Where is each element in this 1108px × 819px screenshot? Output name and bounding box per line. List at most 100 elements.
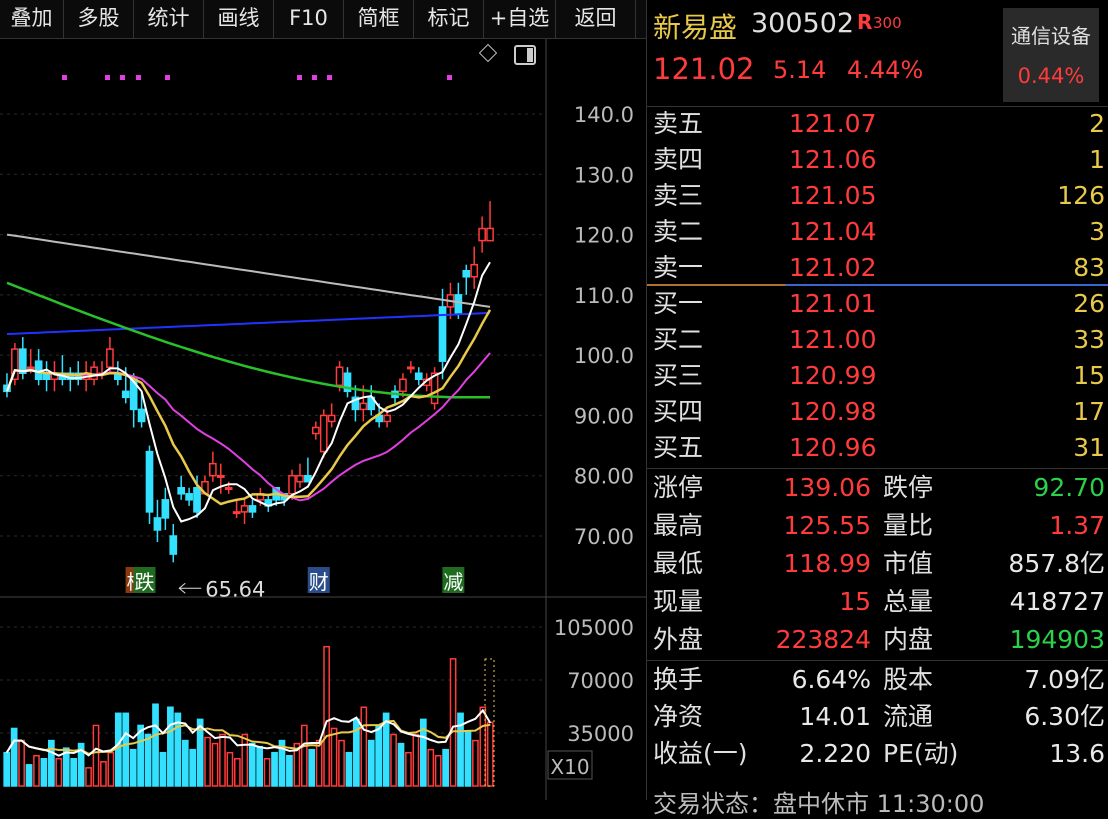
ask-row[interactable]: 卖五 121.07 2 xyxy=(647,106,1108,142)
volume-bar xyxy=(55,757,63,787)
candle-body xyxy=(216,474,225,478)
stat-value: 14.01 xyxy=(799,702,871,731)
volume-bar xyxy=(479,706,487,787)
low-marker-label: 65.64 xyxy=(205,577,265,601)
volume-bar xyxy=(263,757,271,787)
panel-toggle-icon-bar xyxy=(527,48,533,62)
bid-row[interactable]: 买三 120.99 15 xyxy=(647,358,1108,394)
candle-body xyxy=(288,474,296,495)
volume-bar xyxy=(204,736,211,787)
candle xyxy=(216,463,225,494)
stat-value: 1.37 xyxy=(1049,511,1105,540)
ask-row[interactable]: 卖三 121.05 126 xyxy=(647,178,1108,214)
toolbar-button-8[interactable]: 返回 xyxy=(556,0,636,38)
volume-bar xyxy=(40,757,48,787)
candle xyxy=(42,361,51,392)
candle-body xyxy=(430,372,439,405)
bid-row[interactable]: 买五 120.96 31 xyxy=(647,430,1108,466)
stat-label: 量比 xyxy=(883,511,934,540)
candle xyxy=(399,373,407,398)
level-price: 121.07 xyxy=(789,109,877,138)
volume-bar xyxy=(412,733,420,787)
toolbar-button-6[interactable]: 标记 xyxy=(414,0,484,38)
level-volume: 26 xyxy=(1073,289,1105,318)
level-price: 120.96 xyxy=(789,433,877,462)
stat-value: 418727 xyxy=(1009,587,1105,616)
candle xyxy=(319,409,328,458)
y-axis-label: 120.0 xyxy=(574,224,634,248)
volume-bar xyxy=(367,739,375,787)
stat-row: 收益(一) 2.220 PE(动) 13.6 xyxy=(647,736,1108,772)
signal-dot xyxy=(447,75,452,80)
volume-bar xyxy=(293,742,301,787)
sector-box[interactable]: 通信设备 0.44% xyxy=(1003,8,1099,102)
volume-bar xyxy=(189,748,197,787)
candle-body xyxy=(327,414,336,423)
level-price: 120.99 xyxy=(789,361,877,390)
y-axis-label: 130.0 xyxy=(574,163,634,187)
low-marker-arrowhead xyxy=(178,582,186,594)
candle xyxy=(177,475,186,500)
candle xyxy=(311,421,320,440)
price-change: 5.14 xyxy=(773,56,827,84)
level-volume: 1 xyxy=(1089,145,1105,174)
candle-body xyxy=(304,474,312,483)
level-volume: 31 xyxy=(1073,433,1105,462)
ask-row[interactable]: 卖二 121.04 3 xyxy=(647,214,1108,250)
volume-bar xyxy=(25,764,33,787)
level-price: 121.00 xyxy=(789,325,877,354)
ask-row[interactable]: 卖四 121.06 1 xyxy=(647,142,1108,178)
event-tag: 跌 xyxy=(135,570,155,594)
level-volume: 33 xyxy=(1073,325,1105,354)
level-label: 卖一 xyxy=(653,253,704,282)
candle xyxy=(106,337,114,374)
stat-label: 涨停 xyxy=(653,473,704,502)
ma60-line xyxy=(6,281,490,399)
toolbar-button-7[interactable]: +自选 xyxy=(484,0,556,38)
stock-badge-sub: 300 xyxy=(873,14,902,32)
toolbar-button-1[interactable]: 多股 xyxy=(64,0,134,38)
volume-bar xyxy=(345,751,353,787)
volume-bar xyxy=(211,742,219,787)
ask-row[interactable]: 卖一 121.02 83 xyxy=(647,250,1108,286)
volume-bar xyxy=(323,645,330,787)
level-label: 买二 xyxy=(653,325,704,354)
bid-row[interactable]: 买四 120.98 17 xyxy=(647,394,1108,430)
toolbar-button-3[interactable]: 画线 xyxy=(204,0,274,38)
y-axis-label: 110.0 xyxy=(574,284,634,308)
volume-bar xyxy=(390,733,397,787)
y-axis-label: 90.00 xyxy=(574,404,634,428)
candle xyxy=(264,493,273,512)
volume-bar xyxy=(338,739,345,787)
y-axis-label: 80.00 xyxy=(574,465,634,489)
stat-label: 跌停 xyxy=(883,473,934,502)
toolbar-button-4[interactable]: F10 xyxy=(274,0,344,38)
volume-bar xyxy=(427,748,435,787)
volume-bar xyxy=(196,718,204,787)
event-tag-bg xyxy=(442,567,465,593)
level-price: 120.98 xyxy=(789,397,877,426)
candle-body xyxy=(399,378,407,393)
candle-body xyxy=(240,505,249,513)
bid-row[interactable]: 买二 121.00 33 xyxy=(647,322,1108,358)
volume-bar xyxy=(219,733,226,787)
bid-row[interactable]: 买一 121.01 26 xyxy=(647,286,1108,322)
panel-toggle-icon xyxy=(514,45,536,65)
candle xyxy=(351,385,360,422)
toolbar-button-5[interactable]: 简框 xyxy=(344,0,414,38)
stat-value: 6.30亿 xyxy=(1024,702,1105,731)
toolbar-button-2[interactable]: 统计 xyxy=(134,0,204,38)
candle-body xyxy=(34,360,43,381)
candle-body xyxy=(319,414,328,453)
divider xyxy=(647,468,1108,469)
chart-area[interactable]: 140.0 130.0 120.0 110.0 100.0 90.00 80.00 70.00… xyxy=(0,39,646,800)
toolbar-button-0[interactable]: 叠加 xyxy=(0,0,64,38)
kline-chart[interactable]: 140.0 130.0 120.0 110.0 100.0 90.00 80.00 70.00… xyxy=(0,39,646,800)
volume-bar xyxy=(226,751,234,787)
volume-bar xyxy=(382,712,390,787)
volume-bar xyxy=(315,739,323,787)
volume-bar xyxy=(107,751,115,787)
y-axis-label: 100.0 xyxy=(574,344,634,368)
signal-dot xyxy=(312,75,317,80)
volume-bar xyxy=(85,767,92,787)
